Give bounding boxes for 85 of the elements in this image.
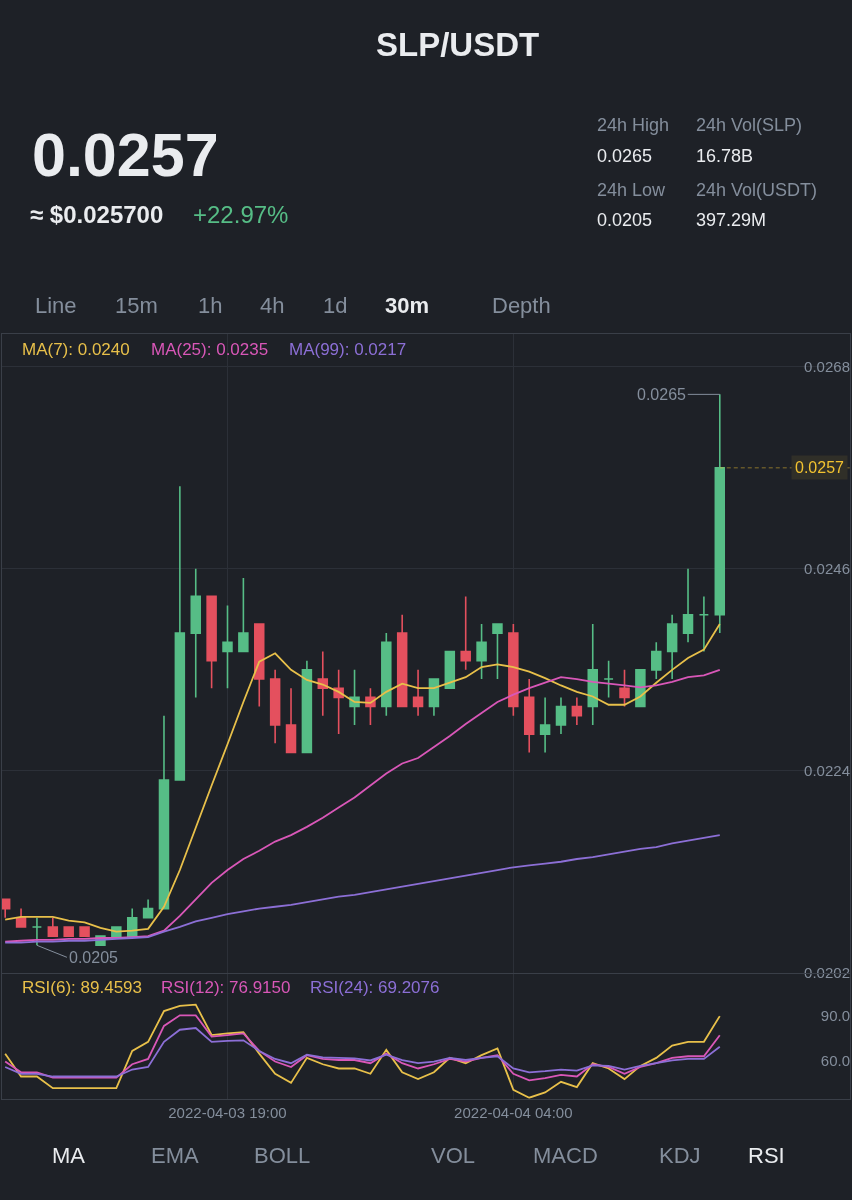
candlestick — [174, 485, 186, 781]
text: MA(25): 0.0235 — [151, 340, 269, 359]
series-label: RSI(6): 89.4593 — [22, 978, 143, 997]
candlestick — [666, 613, 678, 680]
text: VOL — [431, 1143, 476, 1168]
candlestick — [222, 604, 233, 690]
text: Depth — [492, 293, 551, 318]
text: MA(99): 0.0217 — [289, 340, 407, 359]
candlestick — [158, 714, 170, 910]
candlestick — [603, 659, 614, 699]
text: 24h High — [597, 115, 670, 135]
line-series — [4, 1027, 721, 1078]
candlestick — [476, 623, 487, 680]
text: 4h — [260, 293, 285, 318]
text: Line — [35, 293, 77, 318]
text: ≈ $0.025700 — [30, 201, 164, 228]
text: EMA — [151, 1143, 199, 1168]
line-series — [4, 668, 721, 943]
candlestick — [269, 669, 281, 745]
text: 397.29M — [696, 210, 767, 230]
text: RSI(24): 69.2076 — [310, 978, 440, 997]
line-series — [4, 1014, 721, 1082]
candlestick — [47, 916, 59, 937]
y-tick-label: 60.0 — [820, 1052, 850, 1070]
candlestick — [619, 669, 630, 708]
x-tick-label: 2022-04-04 04:00 — [454, 1103, 573, 1121]
text: 1d — [323, 293, 348, 318]
y-tick-label: 0.0246 — [804, 560, 850, 578]
candlestick — [301, 659, 313, 754]
candlestick — [412, 669, 424, 717]
candlestick — [492, 623, 503, 680]
candlestick — [523, 678, 535, 754]
text: 24h Vol(SLP) — [696, 115, 803, 135]
line-series — [4, 623, 721, 933]
text: 0.0205 — [597, 210, 653, 230]
y-tick-label: 0.0268 — [804, 358, 850, 376]
candlestick — [79, 926, 90, 937]
candlestick — [15, 907, 27, 928]
text: SLP/USDT — [376, 26, 540, 63]
candlestick — [587, 623, 598, 726]
candlestick — [381, 632, 392, 717]
ref-line-label: 0.0257 — [795, 459, 845, 476]
text: MA — [52, 1143, 86, 1168]
text: 30m — [385, 293, 430, 318]
candlestick — [238, 577, 249, 653]
candlestick — [333, 669, 344, 735]
candlestick — [682, 568, 694, 644]
x-tick-label: 2022-04-03 19:00 — [168, 1103, 287, 1121]
y-tick-label: 90.0 — [820, 1006, 850, 1024]
candlestick — [714, 393, 726, 634]
text: BOLL — [254, 1143, 311, 1168]
candlestick — [190, 568, 201, 699]
candlestick — [142, 898, 154, 919]
candlestick — [698, 595, 710, 653]
annotation: 0.0205 — [69, 949, 119, 966]
y-tick-label: 0.0224 — [804, 762, 850, 780]
text: KDJ — [659, 1143, 701, 1168]
candlestick — [555, 696, 567, 735]
line-series — [4, 834, 721, 944]
candlestick — [539, 696, 551, 754]
candlestick — [285, 687, 297, 754]
text: 24h Vol(USDT) — [696, 180, 818, 200]
text: +22.97% — [193, 201, 289, 228]
text: 16.78B — [696, 146, 754, 166]
text: 1h — [198, 293, 223, 318]
text: 0.0257 — [32, 121, 219, 189]
text: RSI — [748, 1143, 785, 1168]
text: 0.0265 — [597, 146, 653, 166]
candlestick — [206, 595, 217, 690]
line-series — [4, 1003, 721, 1099]
candlestick — [571, 696, 583, 726]
text: MACD — [533, 1143, 598, 1168]
candlestick — [396, 613, 408, 708]
candlestick — [254, 623, 265, 708]
candlestick — [508, 623, 519, 717]
candlestick — [31, 916, 43, 947]
text: 15m — [115, 293, 158, 318]
series-label: RSI(12): 76.9150 — [161, 978, 291, 997]
candlestick — [460, 595, 471, 671]
annotation: 0.0265 — [637, 386, 687, 403]
candlestick — [63, 926, 74, 937]
text: 24h Low — [597, 180, 667, 200]
candlestick — [651, 641, 662, 680]
candlestick — [428, 678, 440, 717]
text: MA(7): 0.0240 — [22, 340, 130, 359]
